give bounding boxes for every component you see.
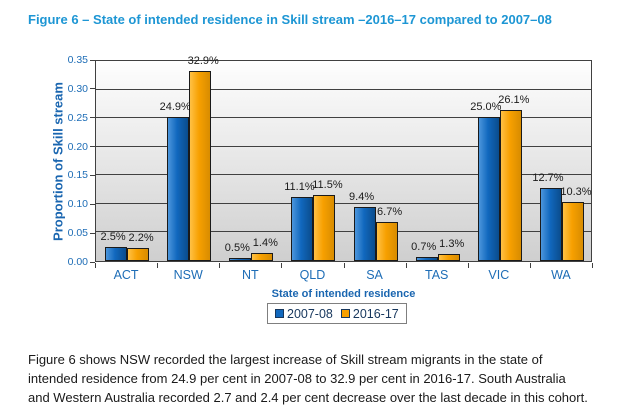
x-tick-mark-5 [405, 263, 407, 268]
x-axis-label-NSW: NSW [173, 268, 203, 282]
x-tick-mark-7 [529, 263, 531, 268]
x-axis-label-TAS: TAS [424, 268, 449, 282]
y-tick-mark-0.25 [90, 117, 95, 119]
bar-label-2007-08-VIC: 25.0% [470, 100, 502, 113]
x-axis-title: State of intended residence [271, 288, 416, 300]
y-tick-label-0.05: 0.05 [67, 227, 88, 240]
caption-line-3: and Western Australia recorded 2.7 and 2… [28, 390, 588, 405]
legend-item-2016-17: 2016-17 [340, 306, 399, 321]
bar-2007-08-QLD [291, 196, 314, 261]
bar-2007-08-NSW [167, 117, 190, 261]
bar-label-2016-17-WA: 10.3% [560, 185, 592, 198]
bar-label-2007-08-NSW: 24.9% [159, 101, 191, 114]
bar-label-2016-17-NT: 1.4% [252, 236, 278, 249]
y-tick-label-0.15: 0.15 [67, 169, 88, 182]
plot-area: 2.5% 2.2% 24.9% 32.9% 0.5% 1.4% 11.1% 11.5% 9.4%… [95, 55, 592, 262]
x-tick-mark-0 [95, 263, 96, 268]
x-axis-label-SA: SA [366, 268, 383, 282]
gridline-0.25 [96, 117, 591, 119]
x-axis-label-QLD: QLD [299, 268, 326, 282]
bar-label-2007-08-SA: 9.4% [349, 190, 375, 203]
gridline-0.15 [96, 174, 591, 176]
bar-2016-17-NSW [189, 71, 212, 261]
legend-label-2007-08: 2007-08 [287, 306, 333, 321]
bar-2007-08-ACT [105, 246, 128, 261]
bar-2007-08-WA [539, 187, 562, 261]
x-tick-mark-6 [467, 263, 469, 268]
x-axis-label-NT: NT [241, 268, 259, 282]
x-tick-mark-1 [157, 263, 159, 268]
y-tick-mark-0.20 [90, 146, 95, 148]
x-tick-mark-4 [343, 263, 345, 268]
bar-2016-17-VIC [499, 110, 522, 261]
gridline-0.20 [96, 145, 591, 147]
caption-line-1: Figure 6 shows NSW recorded the largest … [28, 352, 543, 367]
legend-swatch-2007-08 [275, 309, 284, 318]
bar-label-2016-17-ACT: 2.2% [128, 232, 154, 245]
bar-label-2007-08-WA: 12.7% [532, 171, 564, 184]
legend-swatch-2016-17 [340, 309, 350, 318]
figure-caption: Figure 6 shows NSW recorded the largest … [28, 350, 628, 407]
bar-label-2016-17-SA: 6.7% [377, 206, 403, 219]
bar-label-2007-08-QLD: 11.1% [284, 180, 315, 193]
y-tick-label-0.35: 0.35 [67, 54, 88, 66]
bar-2016-17-WA [561, 201, 584, 261]
gridline-0.05 [96, 231, 591, 233]
gridline-0.10 [96, 202, 591, 204]
bar-2016-17-QLD [313, 194, 336, 261]
bar-label-2016-17-TAS: 1.3% [439, 237, 465, 250]
legend-label-2016-17: 2016-17 [352, 306, 399, 321]
bar-label-2016-17-NSW: 32.9% [187, 55, 219, 68]
bar-label-2007-08-TAS: 0.7% [411, 240, 437, 253]
y-tick-label-0.30: 0.30 [67, 82, 88, 95]
bar-label-2016-17-QLD: 11.5% [312, 178, 343, 191]
y-tick-mark-0.00 [90, 261, 95, 263]
y-tick-mark-0.15 [90, 174, 95, 176]
bar-2007-08-SA [353, 206, 376, 261]
figure-title: Figure 6 – State of intended residence i… [28, 12, 552, 27]
y-tick-mark-0.05 [90, 232, 95, 234]
bar-label-2007-08-ACT: 2.5% [100, 230, 126, 243]
bar-2016-17-ACT [127, 248, 150, 261]
bar-2016-17-TAS [437, 253, 460, 261]
y-tick-mark-0.35 [90, 59, 95, 61]
bar-2007-08-NT [229, 258, 252, 261]
bar-2007-08-VIC [477, 116, 500, 261]
y-tick-mark-0.10 [90, 203, 95, 205]
x-axis-label-ACT: ACT [113, 268, 139, 282]
y-tick-label-0.25: 0.25 [67, 111, 88, 124]
y-tick-mark-0.30 [90, 88, 95, 90]
y-tick-label-0.10: 0.10 [67, 198, 88, 211]
gridline-0.30 [96, 88, 591, 90]
bar-2007-08-TAS [415, 256, 438, 261]
x-tick-mark-2 [219, 263, 221, 268]
x-tick-mark-3 [281, 263, 283, 268]
y-tick-label-0.20: 0.20 [67, 140, 88, 153]
legend: 2007-08 2016-17 [267, 303, 407, 324]
caption-line-2: intended residence from 24.9 per cent in… [28, 371, 566, 386]
x-axis-label-VIC: VIC [488, 268, 510, 282]
y-tick-label-0.00: 0.00 [67, 256, 88, 268]
x-tick-mark-8 [592, 263, 593, 268]
bar-2016-17-SA [375, 222, 398, 261]
x-axis-label-WA: WA [551, 268, 571, 282]
bar-label-2007-08-NT: 0.5% [224, 242, 250, 255]
bar-label-2016-17-VIC: 26.1% [498, 94, 530, 107]
bar-2016-17-NT [251, 252, 274, 261]
legend-item-2007-08: 2007-08 [275, 307, 333, 321]
